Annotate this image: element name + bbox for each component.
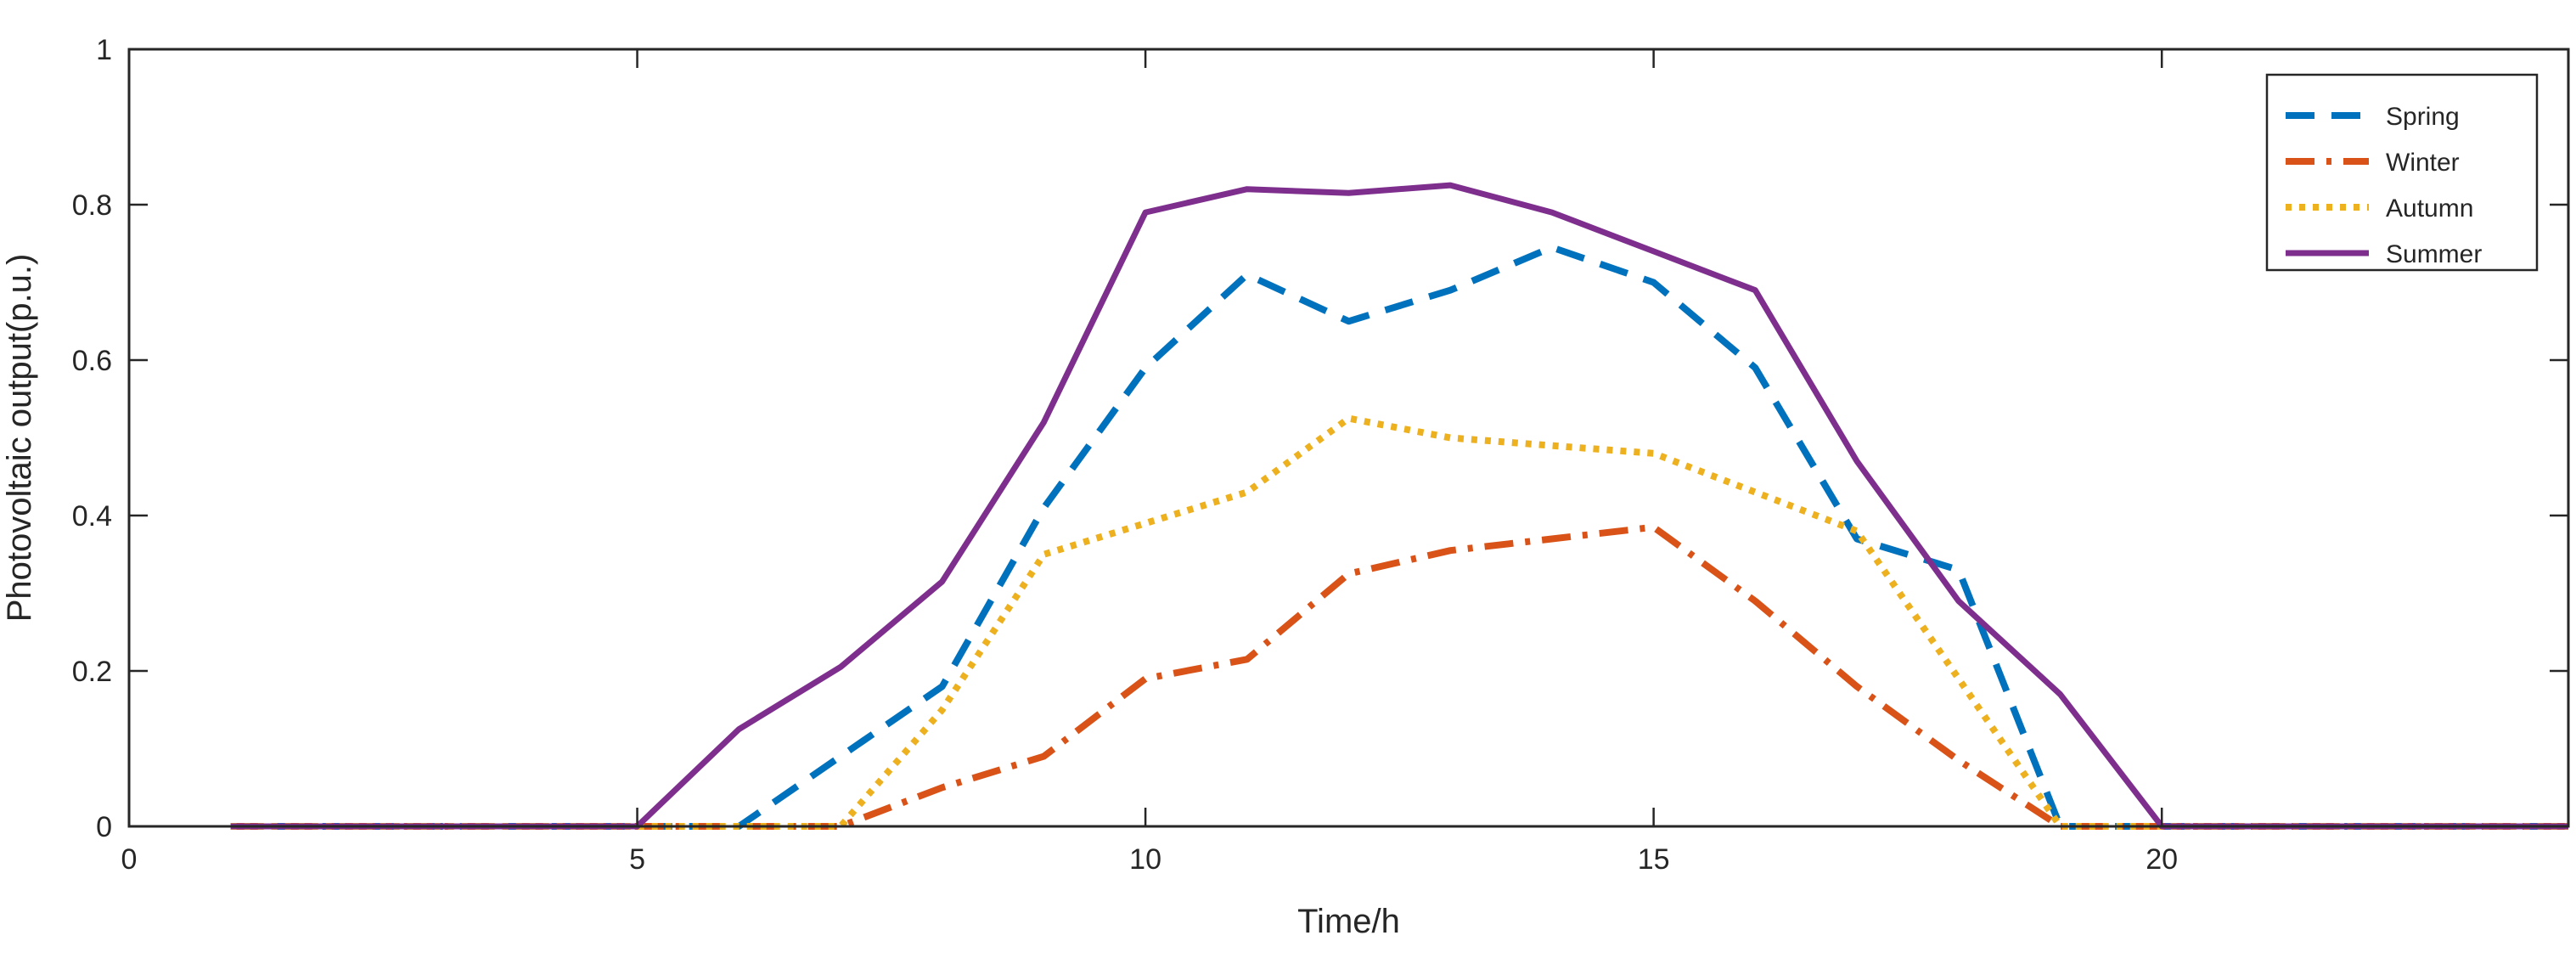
legend: Spring Winter Autumn Summer <box>2265 73 2539 272</box>
y-tick-label: 0.4 <box>72 500 112 533</box>
y-tick-label: 0.6 <box>72 345 112 377</box>
y-tick-label: 0 <box>96 811 112 843</box>
x-tick-label: 5 <box>629 843 645 876</box>
legend-label-autumn: Autumn <box>2386 194 2473 223</box>
y-tick-label: 1 <box>96 34 112 66</box>
plot-area-frame <box>127 48 2570 828</box>
legend-box <box>2265 73 2539 272</box>
x-tick-label: 20 <box>2146 843 2178 876</box>
x-axis-label: Time/h <box>1297 903 1400 940</box>
y-axis-label: Photovoltaic output(p.u.) <box>1 254 38 623</box>
y-tick-label: 0.8 <box>72 189 112 222</box>
x-tick-label: 10 <box>1129 843 1161 876</box>
x-tick-label: 15 <box>1638 843 1670 876</box>
y-tick-label: 0.2 <box>72 656 112 688</box>
legend-label-spring: Spring <box>2386 103 2460 131</box>
axis-ticks: 0 5 10 15 20 0 0.2 0.4 0.6 0.8 1 <box>72 34 2568 876</box>
legend-label-summer: Summer <box>2386 240 2482 268</box>
x-tick-label: 0 <box>121 843 138 876</box>
legend-label-winter: Winter <box>2386 149 2460 177</box>
